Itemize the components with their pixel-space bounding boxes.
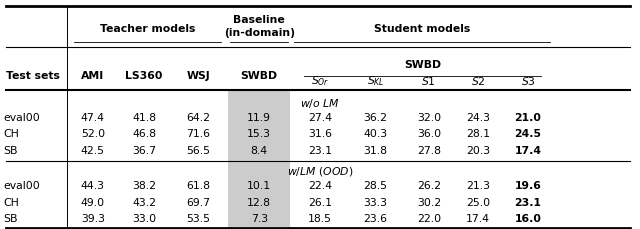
Text: 24.3: 24.3 <box>466 113 490 123</box>
Text: SB: SB <box>3 146 18 156</box>
Text: 36.0: 36.0 <box>417 129 441 139</box>
Text: Teacher models: Teacher models <box>99 24 195 34</box>
Text: Baseline
(in-domain): Baseline (in-domain) <box>224 15 294 38</box>
Text: SWBD: SWBD <box>404 60 441 70</box>
Text: 42.5: 42.5 <box>81 146 105 156</box>
Text: Student models: Student models <box>374 24 470 34</box>
Text: 19.6: 19.6 <box>515 181 541 191</box>
Bar <box>228 91 290 227</box>
Text: $S1$: $S1$ <box>421 75 436 87</box>
Text: 61.8: 61.8 <box>186 181 211 191</box>
Text: 30.2: 30.2 <box>417 198 441 208</box>
Text: 64.2: 64.2 <box>186 113 211 123</box>
Text: eval00: eval00 <box>3 113 40 123</box>
Text: 71.6: 71.6 <box>186 129 211 139</box>
Text: 43.2: 43.2 <box>132 198 156 208</box>
Text: CH: CH <box>3 198 19 208</box>
Text: 36.2: 36.2 <box>364 113 388 123</box>
Text: 33.3: 33.3 <box>364 198 388 208</box>
Text: 27.4: 27.4 <box>308 113 332 123</box>
Text: 18.5: 18.5 <box>308 214 332 224</box>
Text: $S_{KL}$: $S_{KL}$ <box>367 74 385 88</box>
Text: 16.0: 16.0 <box>515 214 541 224</box>
Text: 36.7: 36.7 <box>132 146 156 156</box>
Text: 17.4: 17.4 <box>466 214 490 224</box>
Text: eval00: eval00 <box>3 181 40 191</box>
Text: 56.5: 56.5 <box>186 146 211 156</box>
Text: 44.3: 44.3 <box>81 181 105 191</box>
Text: 22.0: 22.0 <box>417 214 441 224</box>
Text: 31.6: 31.6 <box>308 129 332 139</box>
Text: LS360: LS360 <box>125 71 163 81</box>
Text: 41.8: 41.8 <box>132 113 156 123</box>
Text: 12.8: 12.8 <box>247 198 271 208</box>
Text: 22.4: 22.4 <box>308 181 332 191</box>
Text: 20.3: 20.3 <box>466 146 490 156</box>
Text: AMI: AMI <box>81 71 104 81</box>
Text: 46.8: 46.8 <box>132 129 156 139</box>
Text: 28.5: 28.5 <box>364 181 388 191</box>
Text: $w/o\ LM$: $w/o\ LM$ <box>300 97 340 110</box>
Text: 49.0: 49.0 <box>81 198 105 208</box>
Text: 23.6: 23.6 <box>364 214 388 224</box>
Text: 28.1: 28.1 <box>466 129 490 139</box>
Text: 40.3: 40.3 <box>364 129 388 139</box>
Text: 31.8: 31.8 <box>364 146 388 156</box>
Text: 52.0: 52.0 <box>81 129 105 139</box>
Text: 38.2: 38.2 <box>132 181 156 191</box>
Text: Test sets: Test sets <box>6 71 60 81</box>
Text: 26.2: 26.2 <box>417 181 441 191</box>
Text: 27.8: 27.8 <box>417 146 441 156</box>
Text: 33.0: 33.0 <box>132 214 156 224</box>
Text: 25.0: 25.0 <box>466 198 490 208</box>
Text: 21.0: 21.0 <box>515 113 541 123</box>
Text: 7.3: 7.3 <box>251 214 268 224</box>
Text: 26.1: 26.1 <box>308 198 332 208</box>
Text: 10.1: 10.1 <box>247 181 271 191</box>
Text: 23.1: 23.1 <box>515 198 541 208</box>
Text: SB: SB <box>3 214 18 224</box>
Text: 69.7: 69.7 <box>186 198 211 208</box>
Text: 53.5: 53.5 <box>186 214 211 224</box>
Text: 21.3: 21.3 <box>466 181 490 191</box>
Text: CH: CH <box>3 129 19 139</box>
Text: WSJ: WSJ <box>186 71 211 81</box>
Text: 32.0: 32.0 <box>417 113 441 123</box>
Text: 24.5: 24.5 <box>515 129 541 139</box>
Text: 39.3: 39.3 <box>81 214 105 224</box>
Text: 15.3: 15.3 <box>247 129 271 139</box>
Text: 8.4: 8.4 <box>251 146 268 156</box>
Text: 11.9: 11.9 <box>247 113 271 123</box>
Text: $S_{Or}$: $S_{Or}$ <box>311 74 329 88</box>
Text: $S2$: $S2$ <box>470 75 486 87</box>
Text: 23.1: 23.1 <box>308 146 332 156</box>
Text: $S3$: $S3$ <box>520 75 536 87</box>
Text: 47.4: 47.4 <box>81 113 105 123</box>
Text: 17.4: 17.4 <box>515 146 541 156</box>
Text: $w/LM\ (OOD)$: $w/LM\ (OOD)$ <box>287 165 353 178</box>
Text: SWBD: SWBD <box>241 71 278 81</box>
